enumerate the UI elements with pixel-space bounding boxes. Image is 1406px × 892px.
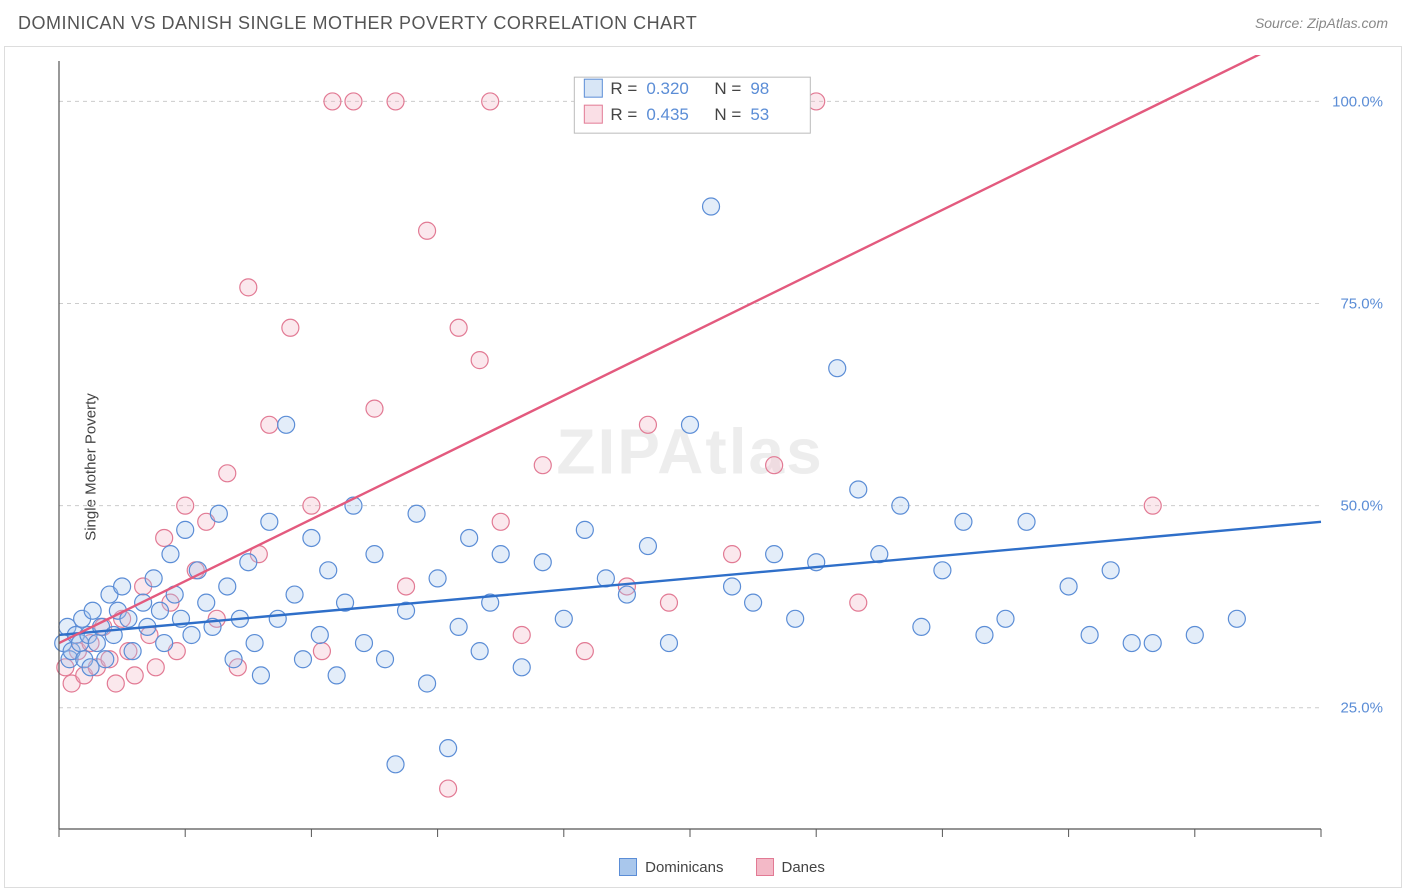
legend-label-danes: Danes (782, 859, 825, 876)
legend-swatch-dominicans (619, 858, 637, 876)
chart-title: DOMINICAN VS DANISH SINGLE MOTHER POVERT… (18, 13, 697, 34)
source-label: Source: ZipAtlas.com (1255, 15, 1388, 31)
svg-text:0.320: 0.320 (646, 79, 689, 98)
svg-text:50.0%: 50.0% (1340, 498, 1383, 515)
legend-label-dominicans: Dominicans (645, 859, 723, 876)
svg-text:100.0%: 100.0% (1332, 93, 1383, 110)
svg-text:98: 98 (750, 79, 769, 98)
svg-text:75.0%: 75.0% (1340, 296, 1383, 313)
svg-text:N =: N = (714, 79, 741, 98)
legend-item-dominicans: Dominicans (619, 858, 723, 876)
legend-item-danes: Danes (756, 858, 825, 876)
svg-text:0.435: 0.435 (646, 105, 689, 124)
svg-text:R =: R = (610, 79, 637, 98)
svg-text:53: 53 (750, 105, 769, 124)
svg-text:R =: R = (610, 105, 637, 124)
legend-swatch-danes (756, 858, 774, 876)
chart-container: Single Mother Poverty 25.0%50.0%75.0%100… (4, 46, 1402, 888)
plot-area: 25.0%50.0%75.0%100.0%ZIPAtlas0.0%60.0%R … (53, 55, 1391, 841)
svg-text:0.0%: 0.0% (55, 840, 89, 841)
svg-text:N =: N = (714, 105, 741, 124)
svg-text:25.0%: 25.0% (1340, 700, 1383, 717)
svg-text:60.0%: 60.0% (1340, 840, 1383, 841)
legend: Dominicans Danes (53, 851, 1391, 883)
chart-svg: 25.0%50.0%75.0%100.0%ZIPAtlas0.0%60.0%R … (53, 55, 1391, 841)
